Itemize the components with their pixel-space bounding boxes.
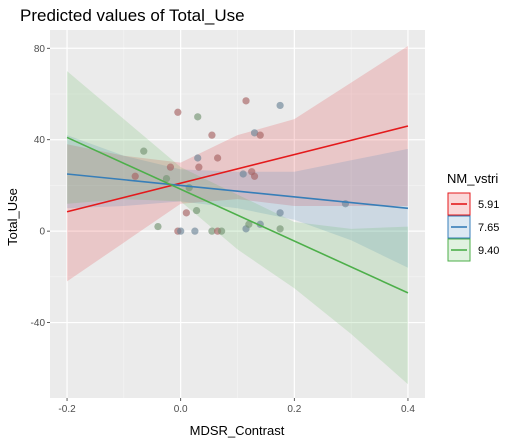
- y-tick-label: 80: [34, 44, 46, 55]
- data-point: [217, 227, 226, 235]
- data-point: [208, 131, 216, 139]
- data-point-tint: [245, 220, 253, 228]
- data-point: [214, 154, 222, 162]
- data-point-tint: [154, 222, 162, 231]
- data-point-tint: [192, 206, 201, 215]
- data-point-tint: [182, 209, 190, 217]
- x-tick-label: 0.4: [401, 404, 415, 415]
- data-point-tint: [276, 225, 284, 233]
- data-point: [195, 163, 203, 171]
- data-point: [131, 172, 139, 180]
- y-tick-label: 40: [34, 135, 46, 146]
- legend-label: 7.65: [478, 222, 499, 234]
- y-tick-label: -40: [31, 318, 46, 329]
- data-point: [140, 147, 148, 155]
- data-point-tint: [250, 129, 259, 137]
- line-7.65: [66, 173, 409, 210]
- data-point: [191, 227, 199, 235]
- data-point-tint: [208, 131, 216, 139]
- data-point-tint: [162, 174, 171, 183]
- ribbon-5.91: [67, 46, 408, 282]
- data-points: [131, 97, 350, 235]
- data-point-tint: [208, 227, 216, 235]
- data-point: [174, 108, 182, 116]
- ribbon-7.65: [67, 135, 408, 268]
- x-tick-label: 0.2: [287, 404, 301, 415]
- data-point-tint: [242, 97, 250, 105]
- y-axis-ticks: -40 0 40 80: [31, 44, 50, 329]
- chart-title: Predicted values of Total_Use: [20, 6, 245, 25]
- legend: NM_vstri 5.91 7.65 9.40: [447, 171, 499, 262]
- grid-minor: [50, 30, 425, 398]
- data-point: [194, 113, 202, 121]
- data-point: [256, 131, 264, 139]
- data-point: [177, 227, 185, 235]
- data-point-tint: [166, 163, 175, 171]
- data-point-tint: [256, 131, 264, 139]
- x-axis-title: MDSR_Contrast: [190, 423, 285, 438]
- data-point: [182, 209, 190, 217]
- data-point: [250, 129, 259, 137]
- data-point: [250, 172, 259, 180]
- line-9.40: [66, 136, 409, 294]
- data-point-tint: [276, 209, 284, 217]
- data-point-tint: [185, 184, 193, 192]
- data-point-tint: [214, 154, 222, 162]
- data-point-tint: [194, 154, 202, 162]
- data-point: [154, 222, 162, 231]
- legend-title: NM_vstri: [447, 171, 498, 186]
- data-point: [242, 97, 250, 105]
- data-point-tint: [131, 172, 139, 180]
- data-point: [208, 227, 216, 235]
- data-point-tint: [191, 227, 199, 235]
- grid-major: [50, 30, 425, 398]
- data-point-tint: [177, 227, 185, 235]
- legend-label: 5.91: [478, 199, 499, 211]
- data-point: [239, 170, 247, 178]
- data-point: [194, 154, 202, 162]
- data-point: [245, 220, 253, 228]
- confidence-ribbons: [67, 46, 408, 385]
- legend-label: 9.40: [478, 245, 499, 257]
- regression-lines: [66, 125, 409, 294]
- data-point: [276, 209, 284, 217]
- data-point: [276, 225, 284, 233]
- data-point: [162, 174, 171, 183]
- line-5.91: [66, 125, 409, 213]
- data-point-tint: [174, 108, 182, 116]
- x-axis-ticks: -0.2 0.0 0.2 0.4: [58, 398, 415, 415]
- y-tick-label: 0: [39, 227, 45, 238]
- ribbon-9.40: [67, 71, 408, 385]
- data-point-tint: [239, 170, 247, 178]
- data-point-tint: [217, 227, 226, 235]
- x-tick-label: -0.2: [58, 404, 76, 415]
- data-point-tint: [140, 147, 148, 155]
- data-point: [166, 163, 175, 171]
- x-tick-label: 0.0: [174, 404, 188, 415]
- data-point-tint: [195, 163, 203, 171]
- data-point-tint: [276, 101, 284, 110]
- y-axis-title: Total_Use: [5, 188, 20, 246]
- data-point: [276, 101, 284, 110]
- data-point: [192, 206, 201, 215]
- data-point-tint: [250, 172, 259, 180]
- data-point-tint: [194, 113, 202, 121]
